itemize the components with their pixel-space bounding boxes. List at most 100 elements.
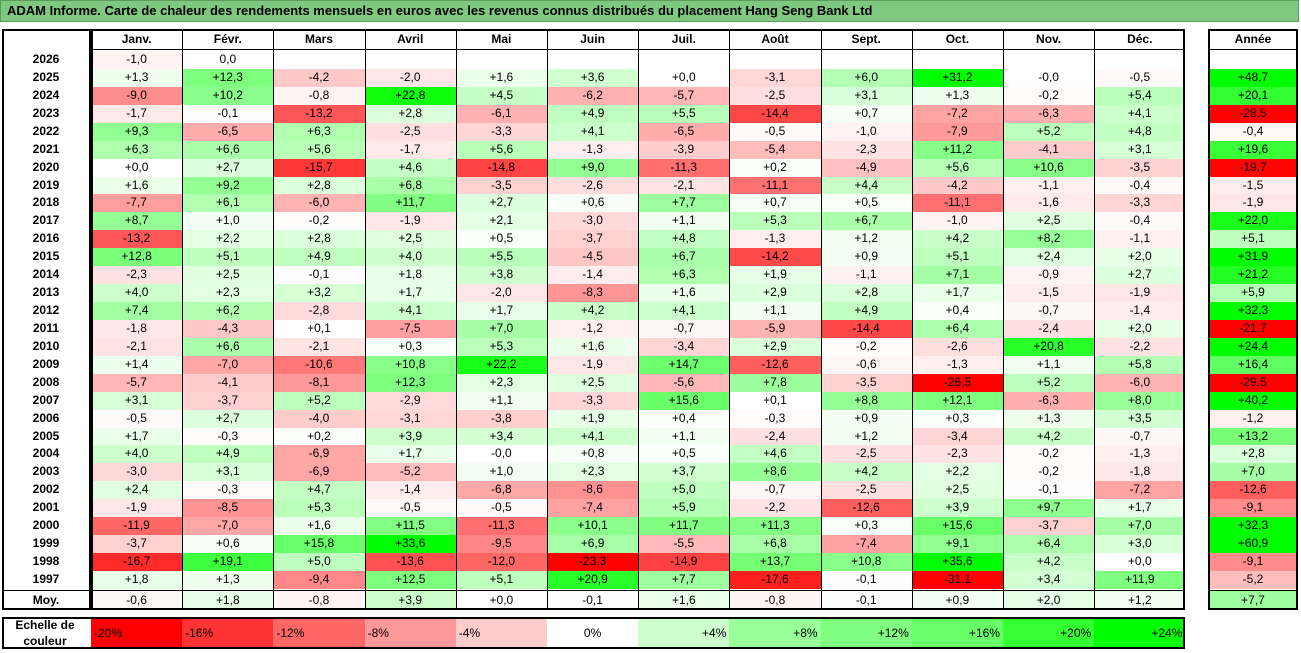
heatmap-cell: +9,3: [91, 122, 183, 141]
heatmap-cell: -0,2: [1003, 86, 1095, 105]
heatmap-cell: +11,3: [729, 517, 821, 536]
average-cell: -0,8: [273, 590, 365, 610]
heatmap-cell: +3,1: [820, 86, 912, 105]
color-scale-swatch: -16%: [182, 617, 274, 649]
month-header: Févr.: [213, 32, 242, 46]
heatmap-cell: +2,5: [182, 266, 274, 285]
heatmap-cell: +3,2: [273, 284, 365, 302]
year-label: 2010: [32, 338, 60, 353]
heatmap-cell: +1,7: [364, 284, 456, 302]
heatmap-cell: -8,5: [182, 499, 274, 518]
annual-cell: -12,6: [1208, 481, 1298, 500]
heatmap-cell: -3,5: [820, 373, 912, 392]
heatmap-cell: +6,9: [547, 535, 639, 554]
heatmap-cell: +15,6: [911, 517, 1003, 536]
heatmap-cell: -1,0: [820, 122, 912, 141]
heatmap-cell: -26,5: [911, 373, 1003, 392]
heatmap-cell: -10,6: [273, 355, 365, 374]
heatmap-cell: -1,9: [547, 355, 639, 374]
heatmap-cell: +0,5: [455, 230, 547, 249]
heatmap-cell: +9,0: [547, 158, 639, 177]
heatmap-cell: +5,8: [1094, 355, 1186, 374]
heatmap-cell: -3,5: [455, 176, 547, 195]
heatmap-cell: +0,4: [911, 302, 1003, 320]
heatmap-cell: +0,0: [1094, 553, 1186, 571]
heatmap-cell: +7,7: [638, 570, 730, 589]
heatmap-cell: +1,4: [91, 355, 183, 374]
heatmap-cell: -4,2: [911, 176, 1003, 195]
annual-cell: -21,7: [1208, 319, 1298, 338]
heatmap-cell: +1,7: [1094, 499, 1186, 518]
heatmap-cell: +10,8: [820, 553, 912, 571]
heatmap-cell: -12,0: [455, 553, 547, 571]
color-scale-swatch: +4%: [638, 617, 730, 649]
heatmap-cell: [455, 51, 547, 69]
heatmap-cell: +0,5: [638, 445, 730, 464]
heatmap-cell: -1,7: [91, 104, 183, 123]
heatmap-cell: -6,3: [1003, 104, 1095, 123]
heatmap-cell: +2,0: [1094, 248, 1186, 267]
heatmap-cell: -6,5: [638, 122, 730, 141]
heatmap-cell: -12,6: [820, 499, 912, 518]
heatmap-cell: -3,4: [911, 427, 1003, 446]
heatmap-cell: -4,0: [273, 409, 365, 428]
annual-cell: +5,9: [1208, 284, 1298, 302]
heatmap-cell: -2,6: [911, 337, 1003, 356]
heatmap-cell: +4,8: [1094, 122, 1186, 141]
heatmap-cell: +1,2: [820, 230, 912, 249]
heatmap-cell: +1,8: [364, 266, 456, 285]
year-label: 2001: [32, 500, 60, 515]
annual-cell: +16,4: [1208, 355, 1298, 374]
heatmap-cell: -3,4: [638, 337, 730, 356]
heatmap-cell: +6,3: [91, 140, 183, 159]
heatmap-cell: -9,5: [455, 535, 547, 554]
color-scale-swatch: +8%: [729, 617, 821, 649]
heatmap-cell: +3,1: [91, 391, 183, 410]
heatmap-cell: +0,5: [820, 194, 912, 213]
heatmap-cell: +22,8: [364, 86, 456, 105]
heatmap-cell: -13,2: [91, 230, 183, 249]
heatmap-cell: +3,9: [911, 499, 1003, 518]
heatmap-cell: -2,0: [455, 284, 547, 302]
heatmap-cell: +35,6: [911, 553, 1003, 571]
heatmap-cell: +4,5: [455, 86, 547, 105]
heatmap-cell: +5,3: [729, 212, 821, 231]
heatmap-cell: +1,9: [547, 409, 639, 428]
heatmap-cell: +2,9: [729, 337, 821, 356]
average-cell: -0,6: [91, 590, 183, 610]
heatmap-cell: -1,1: [1003, 176, 1095, 195]
heatmap-cell: -3,8: [455, 409, 547, 428]
heatmap-cell: +1,1: [638, 212, 730, 231]
heatmap-cell: +6,3: [638, 266, 730, 285]
heatmap-cell: -9,0: [91, 86, 183, 105]
heatmap-cell: -7,7: [91, 194, 183, 213]
average-cell: -0,1: [547, 590, 639, 610]
heatmap-cell: +1,7: [455, 302, 547, 320]
heatmap-cell: +2,3: [547, 463, 639, 482]
heatmap-cell: -0,1: [1003, 481, 1095, 500]
heatmap-cell: -2,0: [364, 68, 456, 87]
heatmap-cell: +31,2: [911, 68, 1003, 87]
heatmap-cell: +6,3: [273, 122, 365, 141]
heatmap-cell: +2,0: [1094, 319, 1186, 338]
heatmap-cell: +7,8: [729, 373, 821, 392]
heatmap-cell: +14,7: [638, 355, 730, 374]
annual-cell: +48,7: [1208, 68, 1298, 87]
annual-cell: -19,7: [1208, 158, 1298, 177]
heatmap-cell: +1,1: [638, 427, 730, 446]
heatmap-cell: [911, 51, 1003, 69]
average-cell: +0,9: [911, 590, 1003, 610]
heatmap-cell: +4,0: [91, 445, 183, 464]
heatmap-cell: +4,2: [1003, 427, 1095, 446]
heatmap-cell: +4,0: [91, 284, 183, 302]
heatmap-cell: +4,1: [1094, 104, 1186, 123]
heatmap-cell: +2,8: [273, 176, 365, 195]
heatmap-cell: -1,0: [911, 212, 1003, 231]
heatmap-cell: +2,8: [364, 104, 456, 123]
average-cell: +1,8: [182, 590, 274, 610]
heatmap-cell: +0,1: [729, 391, 821, 410]
average-cell: -0,1: [820, 590, 912, 610]
heatmap-cell: -0,2: [1003, 445, 1095, 464]
heatmap-cell: -3,5: [1094, 158, 1186, 177]
heatmap-cell: -5,7: [91, 373, 183, 392]
